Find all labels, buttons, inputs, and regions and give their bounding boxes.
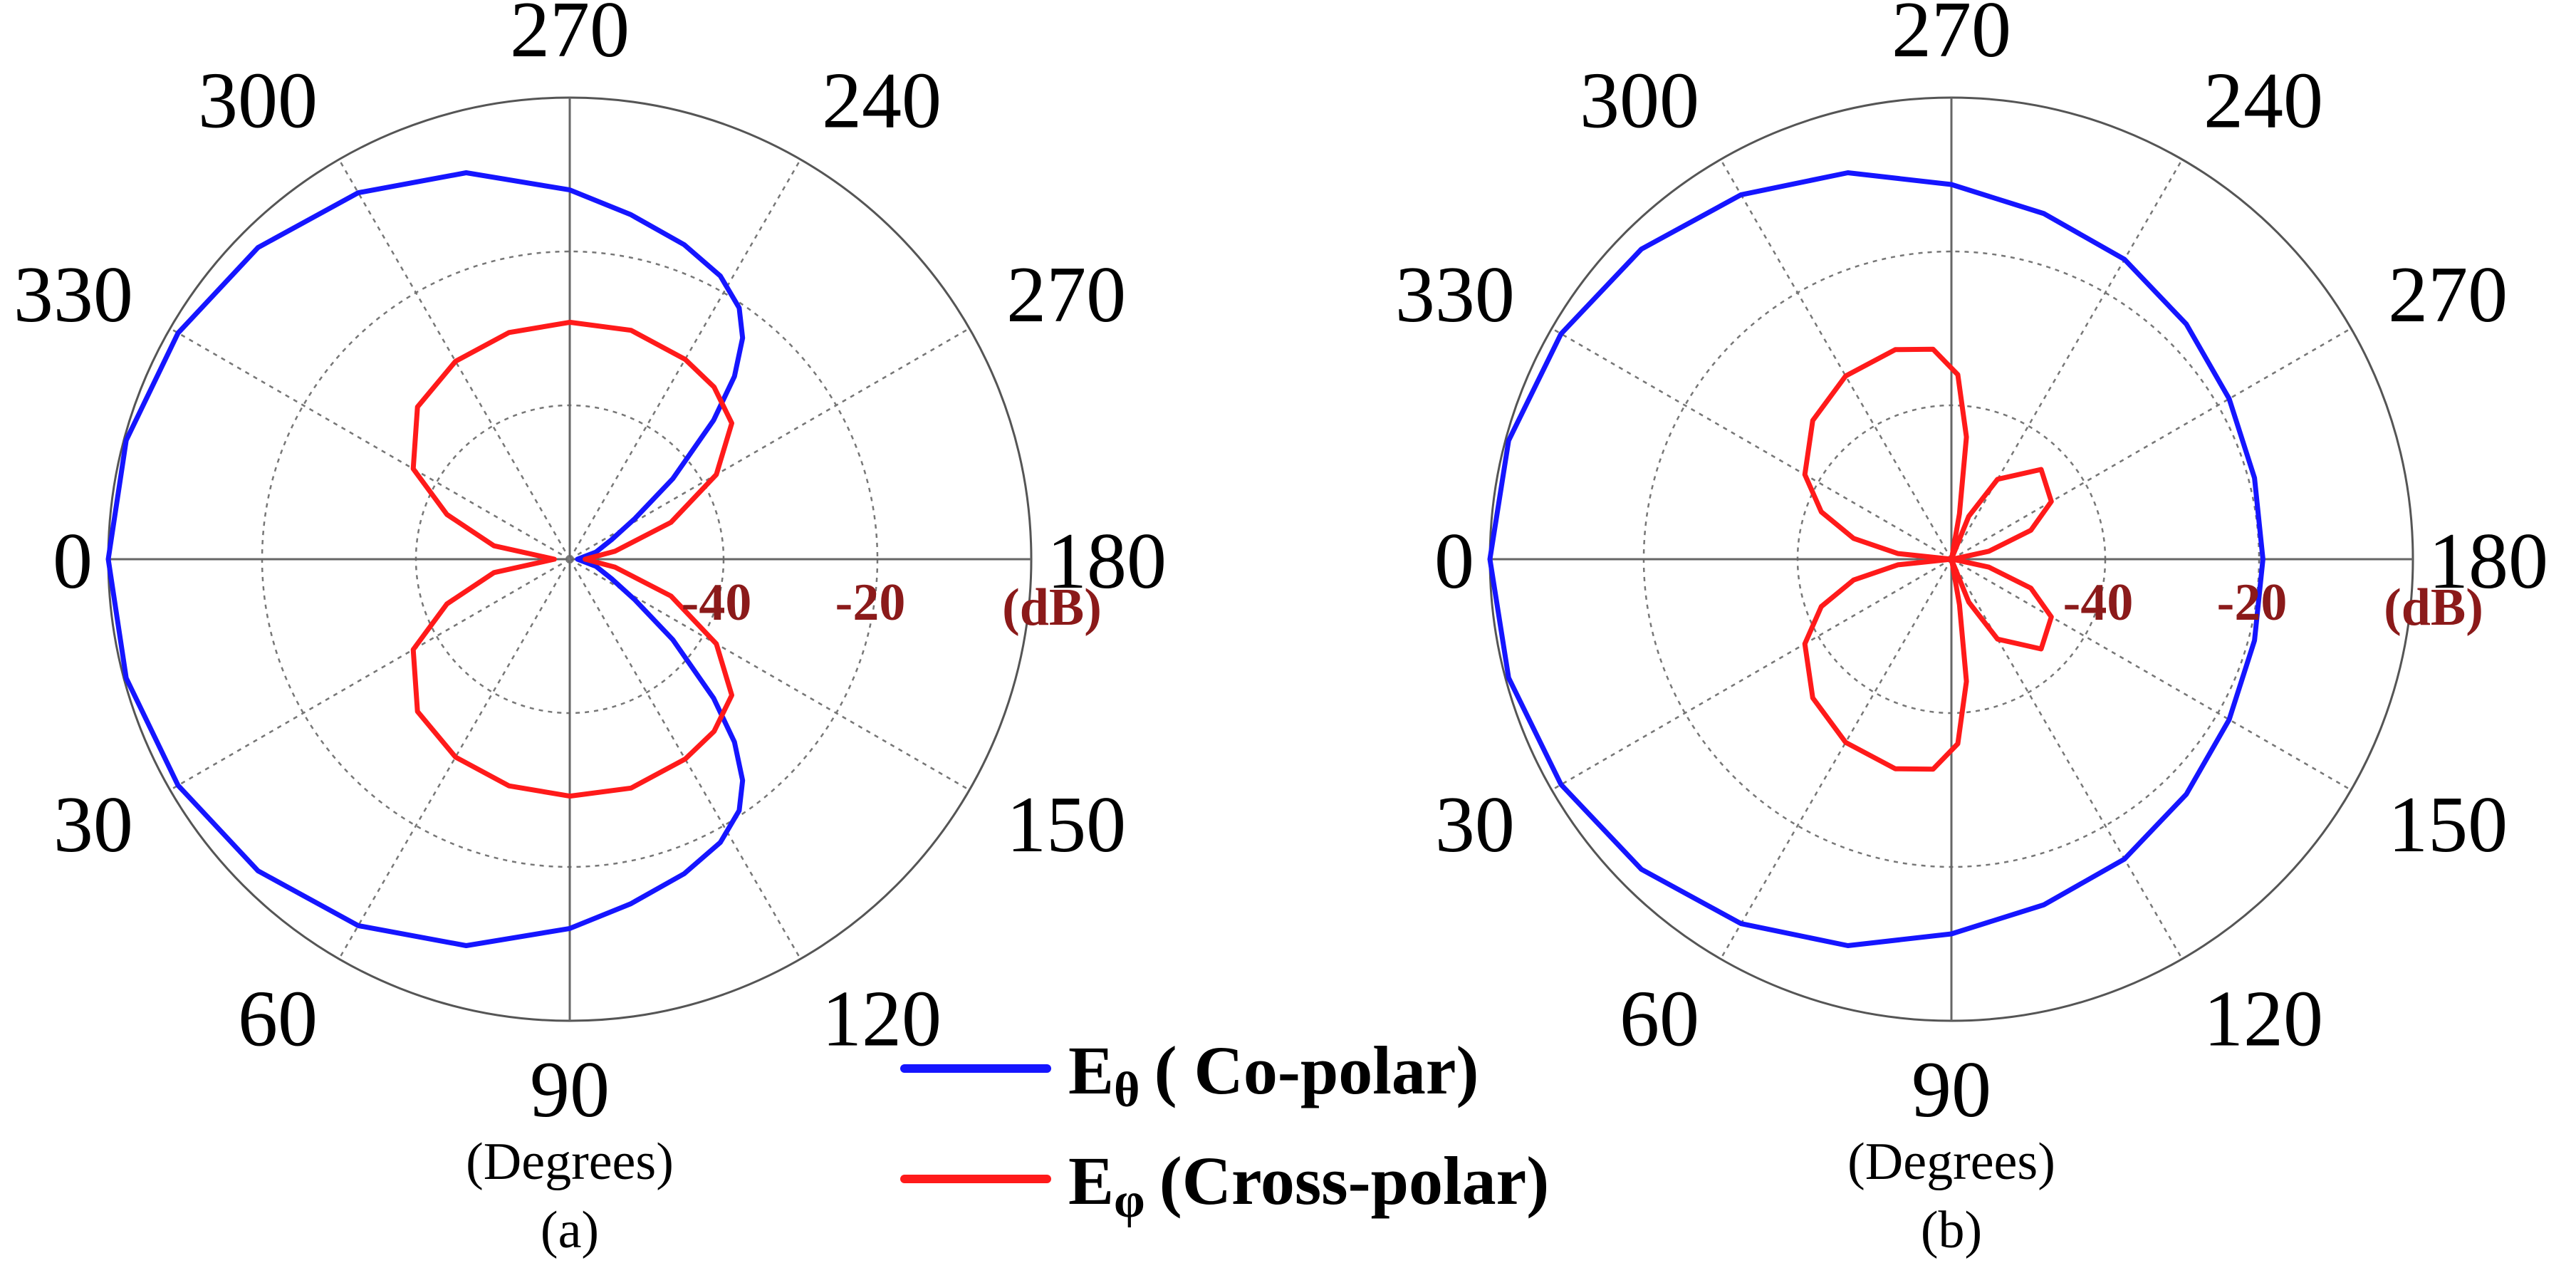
radial-tick-label: -20	[835, 573, 906, 632]
grid-spoke	[1719, 159, 1953, 560]
grid-spoke	[1950, 159, 2184, 560]
grid-spoke	[569, 558, 970, 791]
angle-unit-label: (Degrees)	[1847, 1133, 2055, 1191]
legend-symbol: E	[1068, 1143, 1114, 1219]
grid-spoke	[1551, 327, 1952, 561]
angle-tick-label: 30	[1435, 781, 1515, 869]
grid-spoke	[568, 558, 802, 960]
angle-tick-label: 60	[1620, 974, 1699, 1063]
grid-spoke	[568, 159, 802, 560]
angle-tick-label: 270	[1892, 0, 2011, 74]
angle-tick-label: 240	[2204, 57, 2323, 145]
grid-spoke	[1719, 558, 1953, 960]
angle-tick-label: 30	[53, 781, 133, 869]
grid-spoke	[1551, 558, 1952, 791]
subplot-label: (a)	[541, 1201, 599, 1259]
legend-subscript-phi: φ	[1114, 1173, 1145, 1228]
angle-tick-label: 270	[2388, 251, 2508, 339]
legend-subscript-theta: θ	[1114, 1063, 1140, 1118]
radial-tick-label: -40	[682, 573, 752, 632]
radial-unit-label: (dB)	[1002, 578, 1102, 637]
series-co-polar	[105, 170, 746, 948]
grid-spoke	[1951, 327, 2352, 561]
angle-tick-label: 330	[14, 251, 133, 339]
grid-spoke	[170, 558, 570, 791]
grid-spoke	[170, 327, 570, 561]
angle-tick-label: 0	[1434, 517, 1474, 605]
angle-tick-label: 120	[822, 974, 942, 1063]
grid-spoke	[338, 558, 571, 960]
angle-tick-label: 180	[1047, 517, 1167, 605]
series-cross-polar	[1802, 346, 2054, 772]
angle-tick-label: 60	[238, 974, 318, 1063]
legend-label-cross-polar: Eφ (Cross-polar)	[1068, 1143, 1549, 1228]
series-co-polar	[1487, 170, 2265, 948]
radial-tick-label: -20	[2217, 573, 2288, 632]
angle-tick-label: 150	[1006, 781, 1126, 869]
angle-tick-label: 90	[530, 1046, 610, 1134]
radial-tick-label: -40	[2063, 573, 2134, 632]
grid-spoke	[569, 327, 970, 561]
polar-plot-b: 0 30 60 90 120 150 180 270 240 270 300 330 (Degrees)…	[1395, 0, 2548, 1259]
series-cross-polar	[410, 319, 734, 799]
angle-tick-label: 270	[510, 0, 630, 74]
legend-text: (Cross-polar)	[1159, 1143, 1550, 1219]
grid-spoke	[338, 159, 571, 560]
legend-label-co-polar: Eθ ( Co-polar)	[1068, 1032, 1479, 1118]
angle-tick-label: 120	[2204, 974, 2323, 1063]
angle-tick-label: 270	[1006, 251, 1126, 339]
legend-text: ( Co-polar)	[1154, 1032, 1479, 1108]
angle-tick-label: 0	[53, 517, 93, 605]
grid-spoke	[1951, 558, 2352, 791]
angle-tick-label: 240	[822, 57, 942, 145]
polar-plot-a: 0 30 60 90 120 150 180 270 240 270 300 330 (Degrees)…	[14, 0, 1167, 1259]
angle-tick-label: 300	[198, 57, 318, 145]
angle-tick-label: 90	[1912, 1046, 1991, 1134]
legend: Eθ ( Co-polar) Eφ (Cross-polar)	[900, 1032, 1549, 1228]
angle-tick-label: 150	[2388, 781, 2508, 869]
angle-tick-label: 330	[1395, 251, 1515, 339]
legend-symbol: E	[1068, 1032, 1114, 1108]
angle-unit-label: (Degrees)	[466, 1133, 674, 1191]
angle-tick-label: 300	[1580, 57, 1699, 145]
subplot-label: (b)	[1921, 1201, 1982, 1259]
angle-tick-label: 180	[2429, 517, 2548, 605]
radial-unit-label: (dB)	[2384, 578, 2483, 637]
